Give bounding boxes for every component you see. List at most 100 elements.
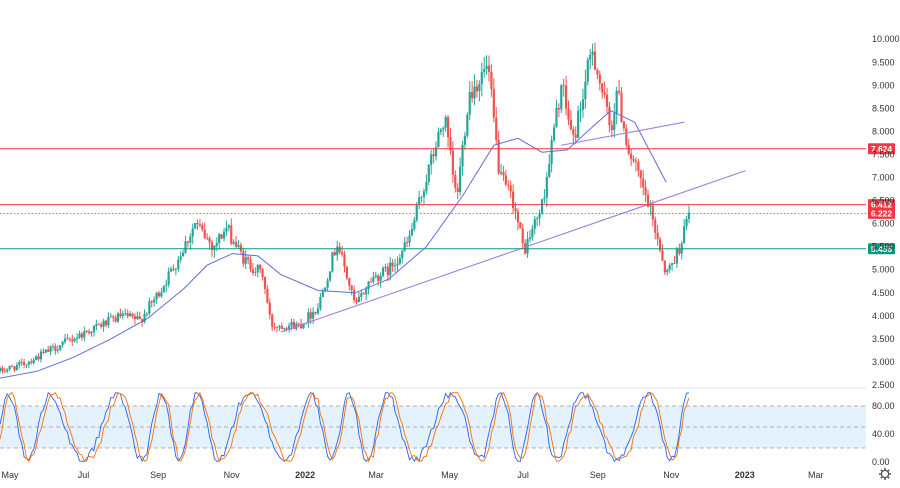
y-tick-label: 7.000 (872, 173, 895, 183)
candle-body (254, 272, 257, 274)
candle-body (153, 299, 156, 303)
candle-body (92, 326, 96, 332)
x-tick-label: Sep (590, 470, 606, 480)
candle-body (593, 51, 597, 70)
candle-body (685, 218, 688, 227)
candle-body (44, 349, 47, 353)
candle-body (0, 368, 2, 372)
candle-body (478, 83, 481, 92)
x-tick-label: Mar (808, 470, 824, 480)
candle-body (357, 296, 361, 303)
candle-body (51, 346, 55, 347)
candle-body (432, 154, 435, 157)
candle-body (283, 328, 286, 330)
candle-body (550, 140, 553, 165)
candle-body (675, 248, 679, 264)
candle-body (577, 110, 580, 138)
candle-body (490, 71, 493, 90)
candle-body (109, 316, 112, 318)
price-tag (868, 243, 895, 255)
candle-body (487, 65, 491, 72)
candle-body (18, 361, 21, 366)
candle-body (584, 81, 587, 100)
candle-body (350, 285, 353, 290)
x-tick-label: Nov (224, 470, 241, 480)
candle-body (564, 85, 568, 109)
candle-body (687, 212, 691, 219)
candle-body (239, 245, 242, 252)
candle-body (35, 356, 38, 360)
candle-body (369, 281, 373, 283)
moving-average-line (0, 110, 667, 379)
candle-body (634, 160, 638, 162)
candle-body (290, 321, 293, 326)
candle-body (15, 365, 18, 371)
candle-body (138, 316, 141, 319)
candle-body (316, 308, 320, 314)
candle-body (521, 228, 524, 244)
candle-body (362, 293, 365, 295)
candle-body (302, 323, 305, 329)
candle-body (514, 208, 517, 212)
oscillator-line (0, 391, 690, 463)
candle-body (75, 337, 79, 340)
candle-body (39, 351, 43, 360)
candle-body (555, 107, 558, 128)
candle-body (307, 312, 310, 324)
candle-body (637, 161, 640, 171)
candle-body (56, 349, 59, 351)
candle-body (30, 361, 33, 364)
candle-body (408, 235, 411, 243)
candle-body (285, 328, 288, 330)
candle-body (213, 245, 216, 250)
candle-body (391, 262, 394, 267)
candle-body (63, 338, 67, 342)
candle-body (596, 69, 599, 75)
candle-body (328, 271, 332, 281)
candle-body (133, 316, 136, 320)
candle-body (126, 313, 129, 317)
candle-body (218, 234, 221, 244)
candle-body (244, 257, 247, 264)
candle-body (355, 299, 358, 303)
candle-body (121, 313, 124, 317)
candle-body (644, 187, 647, 195)
candle-body (365, 289, 368, 295)
candle-body (586, 59, 589, 82)
candle-body (509, 185, 512, 192)
candle-body (401, 250, 404, 259)
candle-body (78, 333, 81, 338)
candle-body (275, 327, 279, 328)
candle-body (451, 150, 454, 175)
candle-body (499, 172, 503, 174)
candle-body (97, 324, 100, 325)
candle-body (579, 109, 582, 111)
candle-body (403, 242, 406, 251)
gear-icon[interactable] (879, 468, 891, 480)
candle-body (683, 226, 686, 244)
candle-body (531, 228, 534, 238)
y-tick-label: 9.000 (872, 80, 895, 90)
candle-body (331, 252, 334, 272)
candle-body (528, 237, 532, 240)
candle-body (425, 181, 428, 192)
oscillator-line (0, 391, 690, 463)
candle-body (300, 324, 303, 329)
candle-body (511, 191, 515, 209)
candle-body (406, 242, 409, 244)
candle-body (179, 256, 182, 260)
candle-body (116, 313, 120, 322)
trendline (561, 121, 685, 146)
candle-body (119, 313, 122, 317)
candle-body (615, 90, 618, 114)
candle-body (165, 284, 168, 286)
candle-body (68, 338, 71, 340)
candle-body (668, 264, 671, 270)
candle-body (90, 331, 93, 334)
candle-body (516, 211, 520, 223)
y-tick-label: 6.000 (872, 219, 895, 229)
candle-body (184, 241, 187, 253)
x-tick-label: May (1, 470, 19, 480)
x-tick-label: May (441, 470, 459, 480)
